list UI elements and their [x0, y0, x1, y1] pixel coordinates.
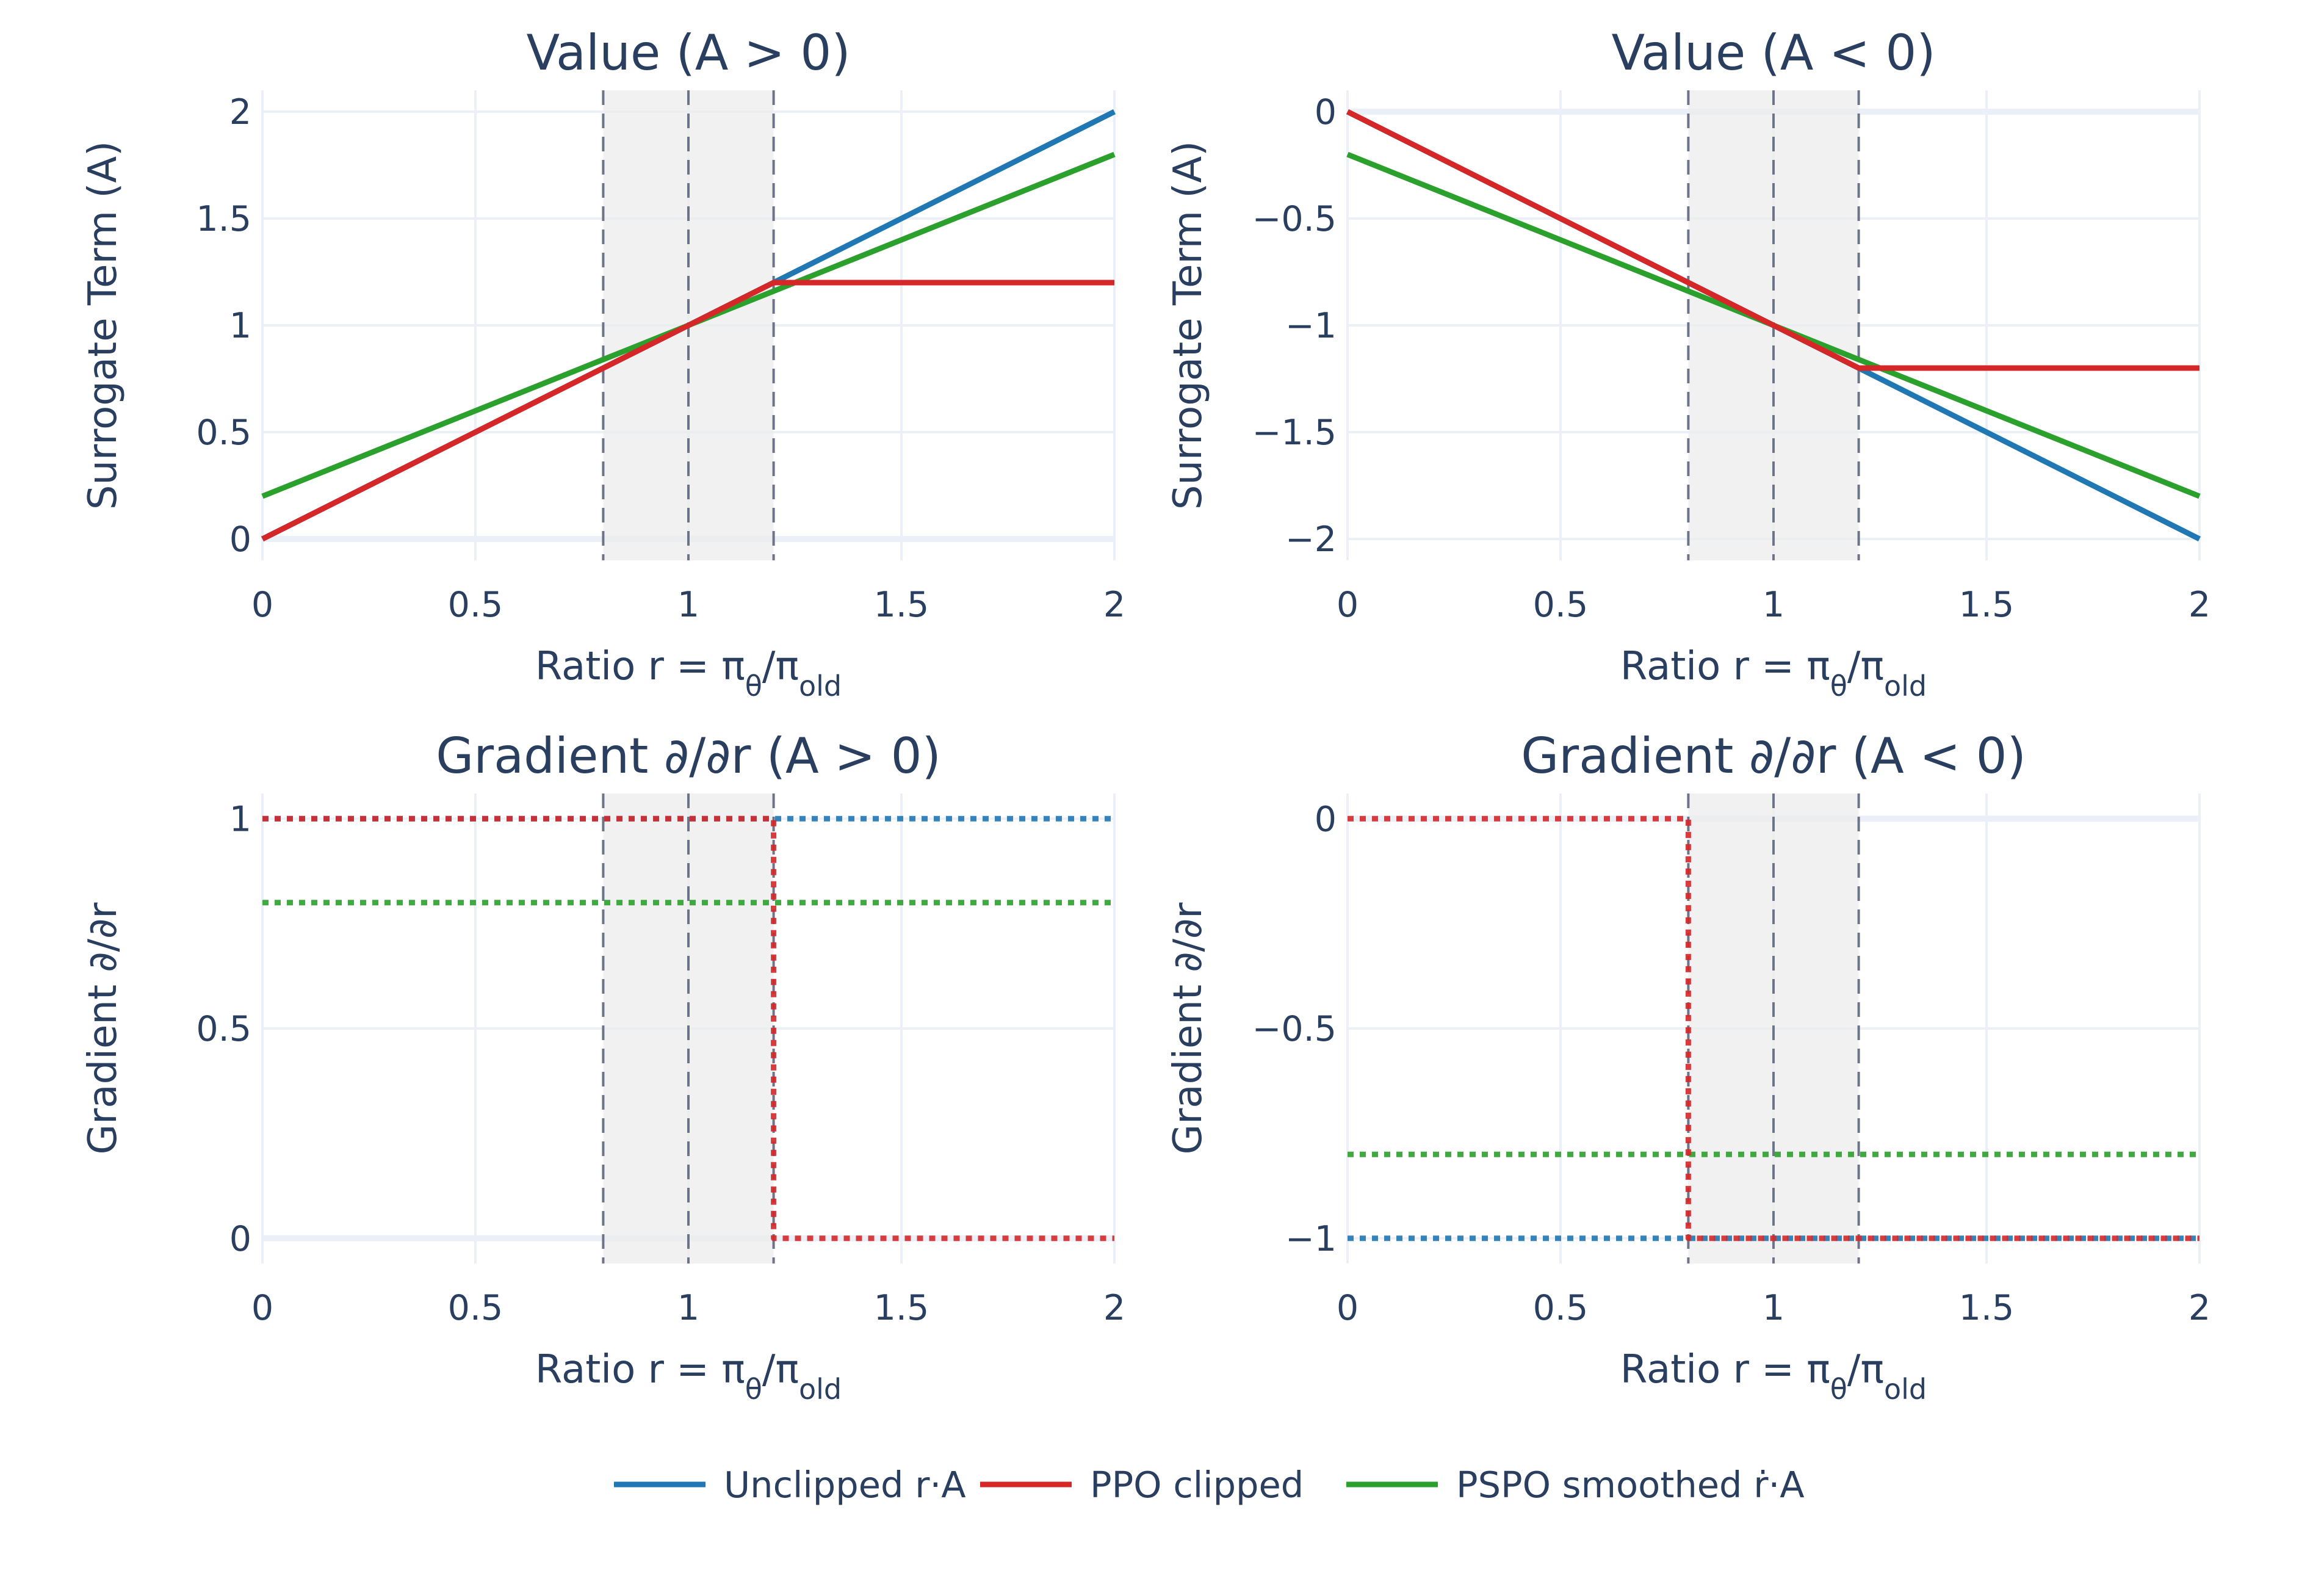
y-axis-label: Surrogate Term (A) [1166, 141, 1211, 510]
x-axis-label: Ratio r = πθ/πold [1620, 644, 1927, 703]
x-tick-label: 0 [1337, 1288, 1359, 1328]
x-tick-label: 2 [1103, 1288, 1125, 1328]
y-tick-label: −0.5 [1252, 199, 1337, 239]
y-tick-label: 0 [229, 519, 251, 560]
legend-label: PPO clipped [1090, 1464, 1304, 1506]
x-tick-label: 2 [2189, 1288, 2210, 1328]
y-tick-label: 2 [229, 92, 251, 132]
legend-label: PSPO smoothed ṙ·A [1456, 1464, 1805, 1506]
y-tick-label: 1.5 [196, 199, 251, 239]
y-tick-label: 0.5 [196, 1009, 251, 1049]
x-tick-label: 1 [1763, 585, 1785, 625]
y-tick-label: −2 [1285, 519, 1337, 560]
y-tick-label: 1 [229, 799, 251, 839]
x-tick-label: 1 [677, 1288, 699, 1328]
y-axis-label: Surrogate Term (A) [81, 141, 126, 510]
x-tick-label: 0.5 [1533, 585, 1589, 625]
x-tick-label: 0 [251, 585, 273, 625]
subplot-2: 0 0.5 1 1.5 2 0 −0.5 −1 −1.5 −2 Value (A < 0) Ratio… [1166, 24, 2210, 703]
y-tick-label: 0.5 [196, 413, 251, 453]
y-axis-label: Gradient ∂/∂r [81, 902, 126, 1155]
series-ppo-line [1348, 815, 2200, 1242]
x-axis-label: Ratio r = πθ/πold [1620, 1347, 1927, 1406]
series-ppo-line [262, 815, 1114, 1242]
y-tick-label: 0 [229, 1219, 251, 1259]
x-tick-label: 1.5 [1959, 1288, 2015, 1328]
subplot-title: Value (A < 0) [1611, 24, 1935, 81]
legend-item-unclipped: Unclipped r·A [614, 1464, 966, 1506]
y-tick-label: −1.5 [1252, 413, 1337, 453]
y-axis-label: Gradient ∂/∂r [1166, 902, 1211, 1155]
y-tick-label: −1 [1285, 1219, 1337, 1259]
legend-item-ppo: PPO clipped [980, 1464, 1304, 1506]
subplot-title: Gradient ∂/∂r (A > 0) [436, 728, 941, 784]
subplot-title: Gradient ∂/∂r (A < 0) [1521, 728, 2026, 784]
legend: Unclipped r·A PPO clipped PSPO smoothed ṙ·… [614, 1464, 1805, 1506]
x-tick-label: 1 [1763, 1288, 1785, 1328]
subplot-4: 0 0.5 1 1.5 2 0 −0.5 −1 Gradient ∂/∂r (A < 0) Rat… [1166, 728, 2210, 1406]
legend-item-pspo: PSPO smoothed ṙ·A [1346, 1464, 1805, 1506]
x-tick-label: 0.5 [448, 585, 503, 625]
x-tick-label: 0.5 [448, 1288, 503, 1328]
y-tick-label: 0 [1315, 92, 1337, 132]
x-axis-label: Ratio r = πθ/πold [535, 644, 842, 703]
x-tick-label: 0.5 [1533, 1288, 1589, 1328]
x-axis-label: Ratio r = πθ/πold [535, 1347, 842, 1406]
y-tick-label: 1 [229, 306, 251, 346]
x-tick-label: 2 [2189, 585, 2210, 625]
subplot-3: 0 0.5 1 1.5 2 0 0.5 1 Gradient ∂/∂r (A > 0) Ratio… [81, 728, 1125, 1406]
x-tick-label: 1.5 [874, 1288, 929, 1328]
y-tick-label: −1 [1285, 306, 1337, 346]
legend-label: Unclipped r·A [724, 1464, 966, 1506]
y-tick-label: 0 [1315, 799, 1337, 839]
subplot-1: 0 0.5 1 1.5 2 0 0.5 1 1.5 2 Value (A > 0) Ratio r =… [81, 24, 1125, 703]
x-tick-label: 2 [1103, 585, 1125, 625]
subplot-title: Value (A > 0) [526, 24, 850, 81]
series-ppo-line [261, 280, 1114, 542]
x-tick-label: 1.5 [874, 585, 929, 625]
x-tick-label: 0 [1337, 585, 1359, 625]
x-tick-label: 1.5 [1959, 585, 2015, 625]
series-ppo-line [1346, 109, 2200, 371]
subplot-grid: 0 0.5 1 1.5 2 0 0.5 1 1.5 2 Value (A > 0) Ratio r =… [81, 24, 2210, 1406]
x-tick-label: 1 [677, 585, 699, 625]
y-tick-label: −0.5 [1252, 1009, 1337, 1049]
x-tick-label: 0 [251, 1288, 273, 1328]
